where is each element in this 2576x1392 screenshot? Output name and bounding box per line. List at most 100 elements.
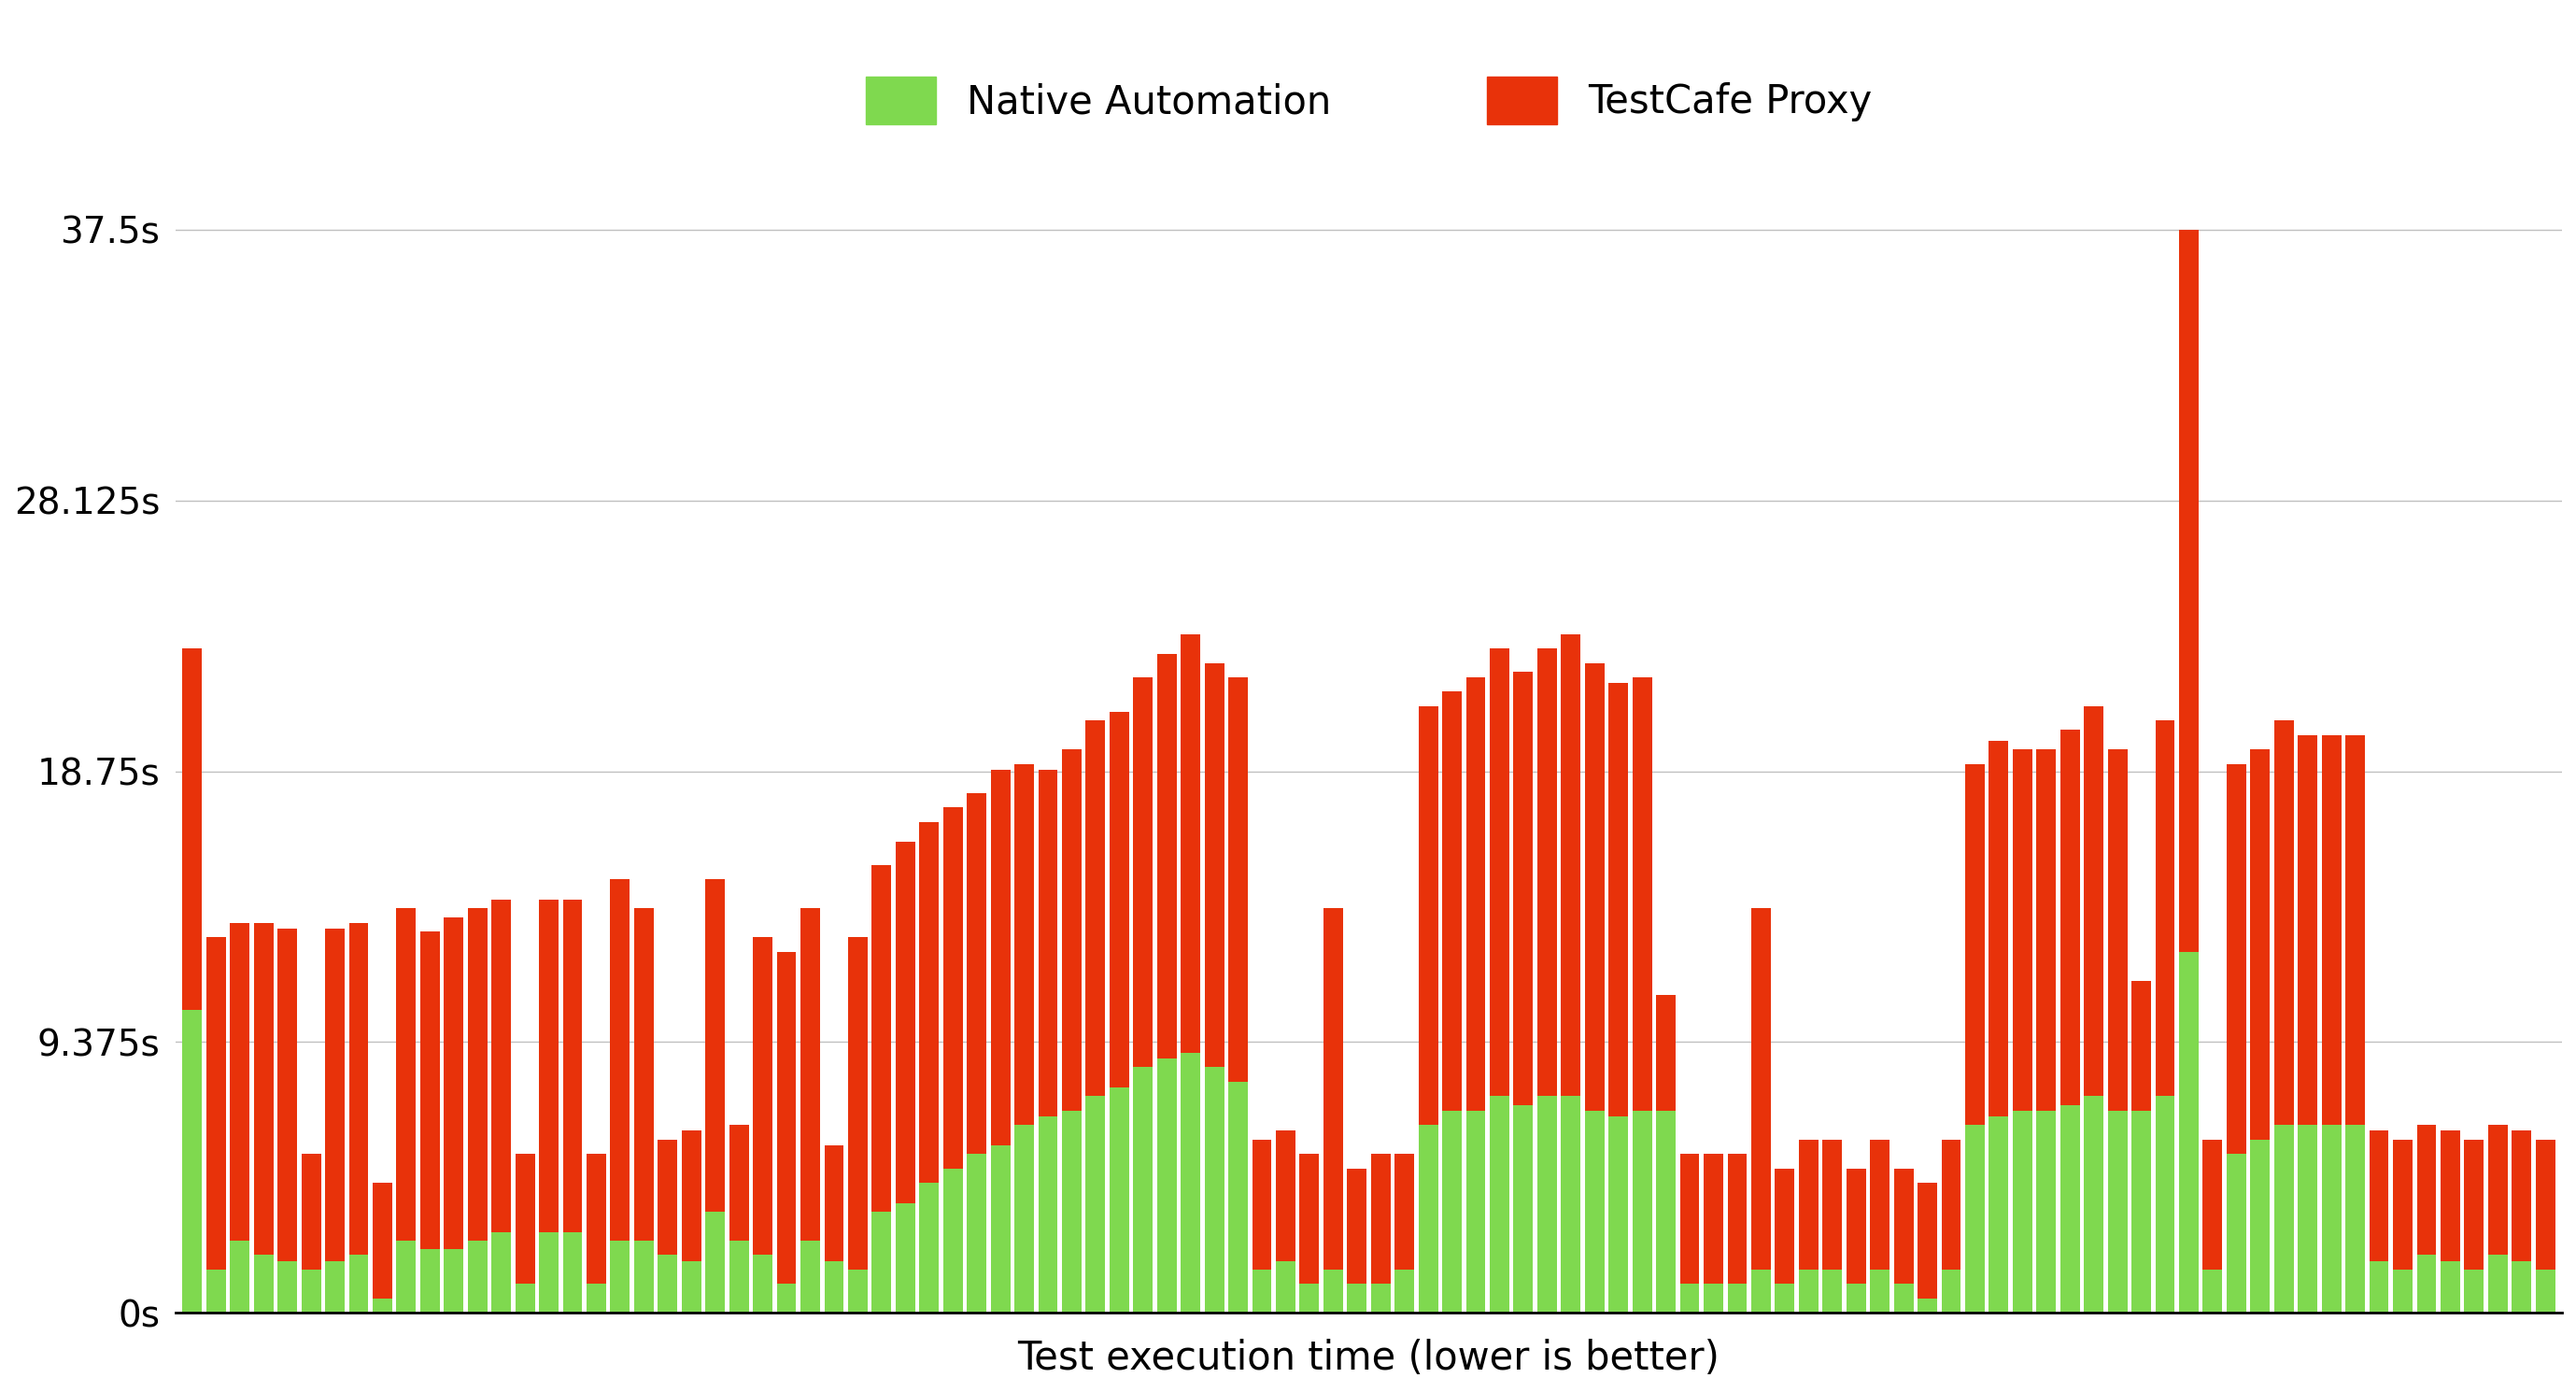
Bar — [2226, 764, 2246, 1154]
Bar — [2347, 735, 2365, 1125]
Bar — [943, 1168, 963, 1313]
Bar — [896, 1203, 914, 1313]
Bar — [2202, 1270, 2223, 1313]
Bar — [2156, 721, 2174, 1096]
Bar — [1989, 741, 2009, 1116]
Bar — [1584, 1111, 1605, 1313]
Bar — [1633, 1111, 1651, 1313]
Bar — [2512, 1261, 2532, 1313]
Bar — [2465, 1140, 2483, 1270]
Bar — [229, 1240, 250, 1313]
Bar — [2298, 1125, 2318, 1313]
Bar — [611, 880, 631, 1240]
Bar — [752, 937, 773, 1256]
Bar — [2393, 1270, 2414, 1313]
Bar — [325, 928, 345, 1261]
Bar — [1015, 764, 1033, 1125]
Bar — [420, 931, 440, 1249]
Bar — [1110, 711, 1128, 1087]
Bar — [1870, 1270, 1891, 1313]
Bar — [1061, 1111, 1082, 1313]
Bar — [1824, 1270, 1842, 1313]
Bar — [1893, 1168, 1914, 1283]
Bar — [706, 1211, 724, 1313]
Bar — [206, 937, 227, 1270]
Bar — [2061, 729, 2079, 1105]
Bar — [397, 909, 415, 1240]
Bar — [2393, 1140, 2414, 1270]
Bar — [778, 1283, 796, 1313]
Bar — [1584, 663, 1605, 1111]
Bar — [2275, 721, 2293, 1125]
Bar — [1229, 1082, 1247, 1313]
Bar — [2061, 1105, 2079, 1313]
Bar — [2130, 1111, 2151, 1313]
Bar — [255, 923, 273, 1256]
Bar — [1252, 1270, 1273, 1313]
Bar — [1515, 671, 1533, 1105]
Bar — [1275, 1261, 1296, 1313]
Bar — [1180, 1052, 1200, 1313]
Bar — [1917, 1299, 1937, 1313]
Bar — [1370, 1154, 1391, 1283]
Bar — [443, 1249, 464, 1313]
Bar — [374, 1299, 392, 1313]
Bar — [2370, 1261, 2388, 1313]
Bar — [469, 909, 487, 1240]
Bar — [1038, 1116, 1059, 1313]
Bar — [1870, 1140, 1891, 1270]
Bar — [2347, 1125, 2365, 1313]
Bar — [634, 1240, 654, 1313]
Bar — [1607, 1116, 1628, 1313]
Bar — [1489, 1096, 1510, 1313]
Bar — [2038, 749, 2056, 1111]
Bar — [801, 909, 819, 1240]
Bar — [301, 1154, 322, 1270]
Bar — [1061, 749, 1082, 1111]
Bar — [1965, 1125, 1984, 1313]
Bar — [2416, 1125, 2437, 1256]
Bar — [729, 1125, 750, 1240]
Bar — [1538, 1096, 1556, 1313]
Bar — [420, 1249, 440, 1313]
Bar — [1157, 1058, 1177, 1313]
Bar — [871, 864, 891, 1211]
Bar — [1728, 1283, 1747, 1313]
Bar — [492, 1232, 510, 1313]
Bar — [2488, 1256, 2506, 1313]
Bar — [992, 770, 1010, 1146]
Bar — [824, 1146, 845, 1261]
Bar — [515, 1154, 536, 1283]
Bar — [1633, 678, 1651, 1111]
Bar — [2038, 1111, 2056, 1313]
Bar — [1180, 633, 1200, 1052]
Bar — [1703, 1283, 1723, 1313]
Bar — [824, 1261, 845, 1313]
Bar — [1275, 1130, 1296, 1261]
Bar — [1607, 683, 1628, 1116]
Bar — [1561, 633, 1582, 1096]
Bar — [443, 917, 464, 1249]
Bar — [1133, 678, 1151, 1068]
Bar — [562, 899, 582, 1232]
Bar — [943, 807, 963, 1168]
Bar — [587, 1283, 605, 1313]
Bar — [492, 899, 510, 1232]
Bar — [278, 928, 296, 1261]
Bar — [183, 649, 201, 1009]
Bar — [2107, 1111, 2128, 1313]
Bar — [1419, 706, 1437, 1125]
Bar — [2107, 749, 2128, 1111]
Bar — [2535, 1270, 2555, 1313]
Bar — [920, 1183, 938, 1313]
Bar — [2179, 230, 2197, 952]
Bar — [1206, 1068, 1224, 1313]
Bar — [1394, 1154, 1414, 1270]
Bar — [966, 1154, 987, 1313]
Bar — [1347, 1283, 1368, 1313]
Bar — [752, 1256, 773, 1313]
Bar — [1157, 654, 1177, 1058]
Bar — [1965, 764, 1984, 1125]
Bar — [848, 1270, 868, 1313]
Bar — [2275, 1125, 2293, 1313]
